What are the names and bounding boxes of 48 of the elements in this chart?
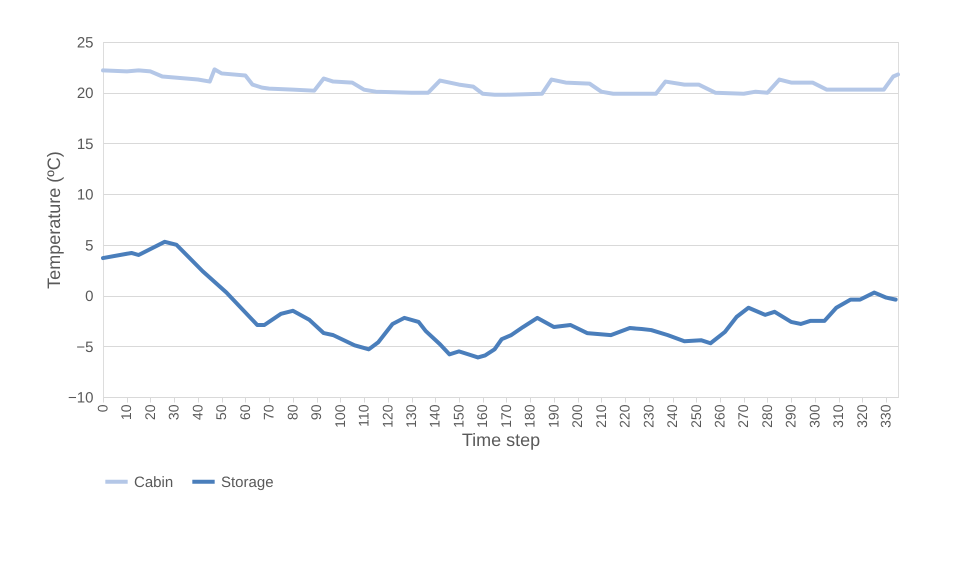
x-tick-label: 70 <box>260 404 277 420</box>
legend-label: Storage <box>221 474 274 491</box>
x-tick-label: 170 <box>498 404 514 428</box>
legend-label: Cabin <box>134 474 174 491</box>
x-tick-label: 210 <box>592 404 609 428</box>
y-tick-label: −10 <box>68 390 94 406</box>
x-tick-label: 50 <box>213 404 230 420</box>
x-tick-label: 310 <box>830 404 846 428</box>
y-axis-title: Temperature (ºC) <box>44 151 64 289</box>
x-tick-label: 330 <box>878 404 894 428</box>
x-axis-title: Time step <box>462 430 540 450</box>
y-tick-label: 20 <box>76 85 94 102</box>
x-tick-label: 220 <box>616 404 633 428</box>
x-tick-label: 160 <box>474 404 490 428</box>
x-tick-label: 140 <box>426 404 443 428</box>
x-tick-label: 120 <box>379 404 396 428</box>
x-tick-label: 240 <box>664 404 680 428</box>
x-tick-label: 200 <box>569 404 586 428</box>
x-tick-label: 190 <box>545 404 562 428</box>
x-tick-label: 180 <box>522 404 538 428</box>
line-series <box>101 67 900 97</box>
x-tick-label: 80 <box>284 404 300 420</box>
x-tick-label: 90 <box>308 404 324 420</box>
x-tick-label: 270 <box>735 404 752 428</box>
x-tick-label: 280 <box>758 404 775 428</box>
x-tick-label: 130 <box>403 404 420 428</box>
x-tick-label: 260 <box>712 404 728 428</box>
y-tick-label: 25 <box>76 34 94 52</box>
x-tick-label: 40 <box>189 404 206 420</box>
x-tick-label: 30 <box>166 404 182 420</box>
x-tick-label: 20 <box>142 404 158 420</box>
x-tick-label: 10 <box>118 404 134 420</box>
y-tick-label: 15 <box>76 136 94 153</box>
x-tick-label: 110 <box>356 404 372 427</box>
x-tick-label: 290 <box>782 404 799 428</box>
x-tick-label: 250 <box>688 404 704 428</box>
x-tick-label: 150 <box>450 404 466 428</box>
y-tick-label: 5 <box>85 237 94 254</box>
x-tick-label: 100 <box>332 404 348 428</box>
x-tick-label: 60 <box>236 404 253 420</box>
line-series <box>101 240 898 360</box>
x-tick-label: 320 <box>854 404 870 428</box>
y-tick-label: 10 <box>76 186 94 204</box>
x-tick-label: 0 <box>94 404 110 412</box>
y-tick-label: −5 <box>76 338 94 356</box>
x-tick-label: 300 <box>806 404 822 428</box>
x-tick-label: 230 <box>640 404 656 428</box>
y-tick-label: 0 <box>85 288 94 306</box>
